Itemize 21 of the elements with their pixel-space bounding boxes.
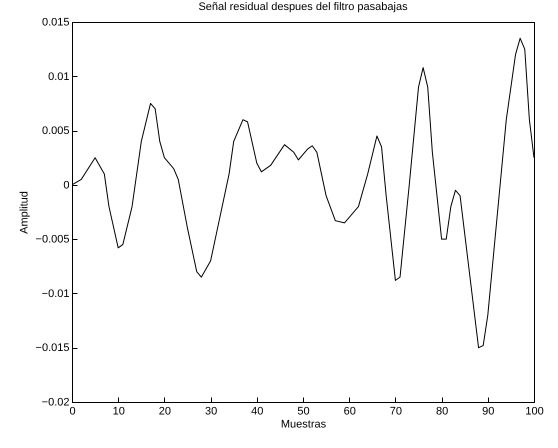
x-tick-label: 60 — [344, 406, 356, 418]
x-tick-label: 40 — [251, 406, 264, 418]
chart-title: Señal residual despues del filtro pasabajas — [198, 1, 408, 13]
y-tick-label: 0 — [63, 179, 70, 192]
y-tick-label: −0.01 — [42, 288, 70, 300]
x-tick-label: 30 — [204, 406, 218, 418]
y-tick-label: −0.005 — [36, 234, 70, 246]
y-tick-label: 0.005 — [42, 125, 70, 138]
y-tick-label: −0.02 — [42, 396, 70, 408]
x-tick-label: 80 — [436, 406, 448, 418]
x-tick-label: 20 — [158, 406, 172, 418]
y-tick-label: −0.015 — [36, 342, 70, 354]
x-tick-label: 90 — [482, 406, 494, 418]
x-tick-label: 70 — [390, 406, 402, 418]
y-axis-title: Amplitud — [18, 191, 31, 234]
x-tick-label: 10 — [112, 406, 125, 418]
y-tick-label: 0.015 — [42, 16, 70, 28]
x-axis-title: Muestras — [280, 418, 327, 430]
x-tick-label: 100 — [525, 406, 544, 418]
x-tick-label: 50 — [297, 406, 310, 418]
y-tick-label: 0.01 — [48, 70, 70, 83]
